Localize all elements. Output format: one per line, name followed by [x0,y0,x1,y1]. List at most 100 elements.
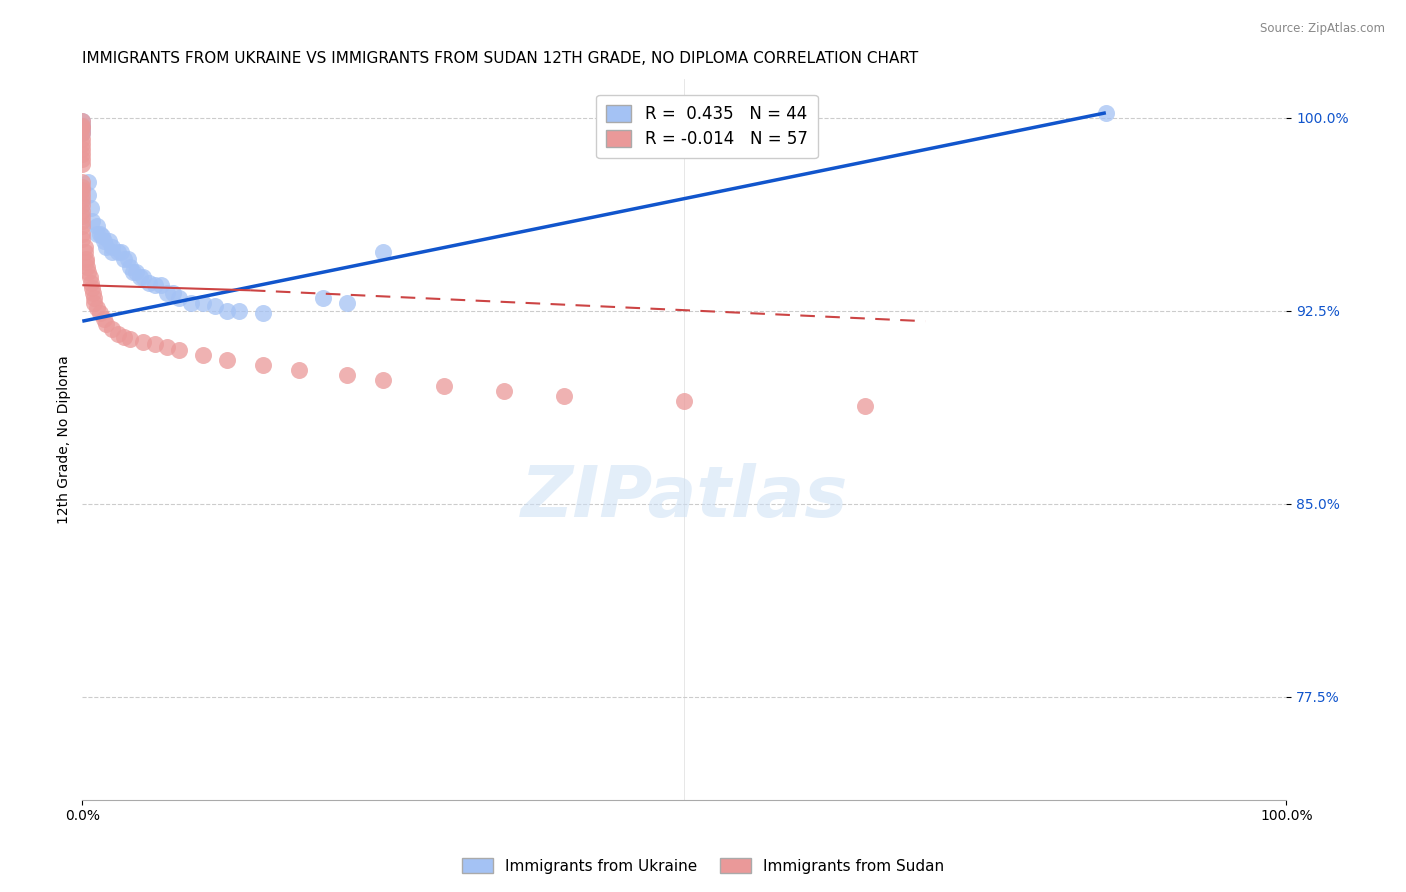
Point [72,232,94,246]
Point [1095,105,1118,120]
Point [72,119,94,133]
Point [83,296,105,310]
Point [143,278,166,293]
Point [252,306,274,320]
Point [89,227,111,241]
Legend: R =  0.435   N = 44, R = -0.014   N = 57: R = 0.435 N = 44, R = -0.014 N = 57 [596,95,818,158]
Point [80,276,103,290]
Point [96,239,118,253]
Text: ZIPatlas: ZIPatlas [520,463,848,532]
Point [129,270,152,285]
Point [73,244,96,259]
Point [72,188,94,202]
Point [93,235,115,249]
Point [72,194,94,208]
Point [72,142,94,156]
Point [312,291,335,305]
Point [167,343,190,357]
Point [72,124,94,138]
Point [72,113,94,128]
Point [120,332,142,346]
Point [72,121,94,136]
Point [120,260,142,275]
Point [77,175,100,189]
Point [162,285,184,300]
Point [373,244,395,259]
Point [288,363,311,377]
Point [72,119,94,133]
Point [72,180,94,194]
Point [72,198,94,212]
Point [72,131,94,145]
Point [72,183,94,197]
Point [72,214,94,228]
Point [180,296,202,310]
Point [125,265,148,279]
Point [131,270,153,285]
Point [155,340,177,354]
Point [72,203,94,218]
Point [76,260,98,275]
Point [72,147,94,161]
Point [72,119,94,133]
Point [114,252,136,267]
Point [215,352,238,367]
Point [80,214,103,228]
Text: Source: ZipAtlas.com: Source: ZipAtlas.com [1260,22,1385,36]
Point [83,291,105,305]
Point [101,239,124,253]
Point [336,296,359,310]
Point [252,358,274,372]
Point [492,384,515,398]
Point [79,270,101,285]
Point [90,229,112,244]
Point [72,209,94,223]
Point [86,227,108,241]
Point [72,175,94,189]
Point [673,394,696,409]
Point [82,285,104,300]
Point [432,378,454,392]
Point [77,188,100,202]
Point [96,317,118,331]
Point [101,322,124,336]
Point [72,227,94,241]
Point [72,127,94,141]
Point [143,337,166,351]
Point [72,152,94,166]
Point [86,301,108,316]
Point [228,304,250,318]
Point [72,127,94,141]
Point [97,235,120,249]
Point [107,327,129,342]
Point [72,157,94,171]
Point [215,304,238,318]
Point [114,329,136,343]
Point [121,265,143,279]
Point [155,285,177,300]
Point [110,244,132,259]
Point [80,201,103,215]
Point [138,276,160,290]
Point [89,306,111,320]
Point [72,121,94,136]
Point [80,281,103,295]
Point [72,136,94,151]
Point [73,239,96,253]
Legend: Immigrants from Ukraine, Immigrants from Sudan: Immigrants from Ukraine, Immigrants from… [456,852,950,880]
Point [107,244,129,259]
Point [373,373,395,387]
Point [853,399,876,413]
Point [336,368,359,383]
Point [86,219,108,233]
Point [117,252,139,267]
Y-axis label: 12th Grade, No Diploma: 12th Grade, No Diploma [58,355,72,524]
Point [72,219,94,233]
Point [553,389,575,403]
Point [93,311,115,326]
Point [101,244,124,259]
Text: IMMIGRANTS FROM UKRAINE VS IMMIGRANTS FROM SUDAN 12TH GRADE, NO DIPLOMA CORRELAT: IMMIGRANTS FROM UKRAINE VS IMMIGRANTS FR… [83,51,918,66]
Point [191,348,214,362]
Point [149,278,172,293]
Point [72,113,94,128]
